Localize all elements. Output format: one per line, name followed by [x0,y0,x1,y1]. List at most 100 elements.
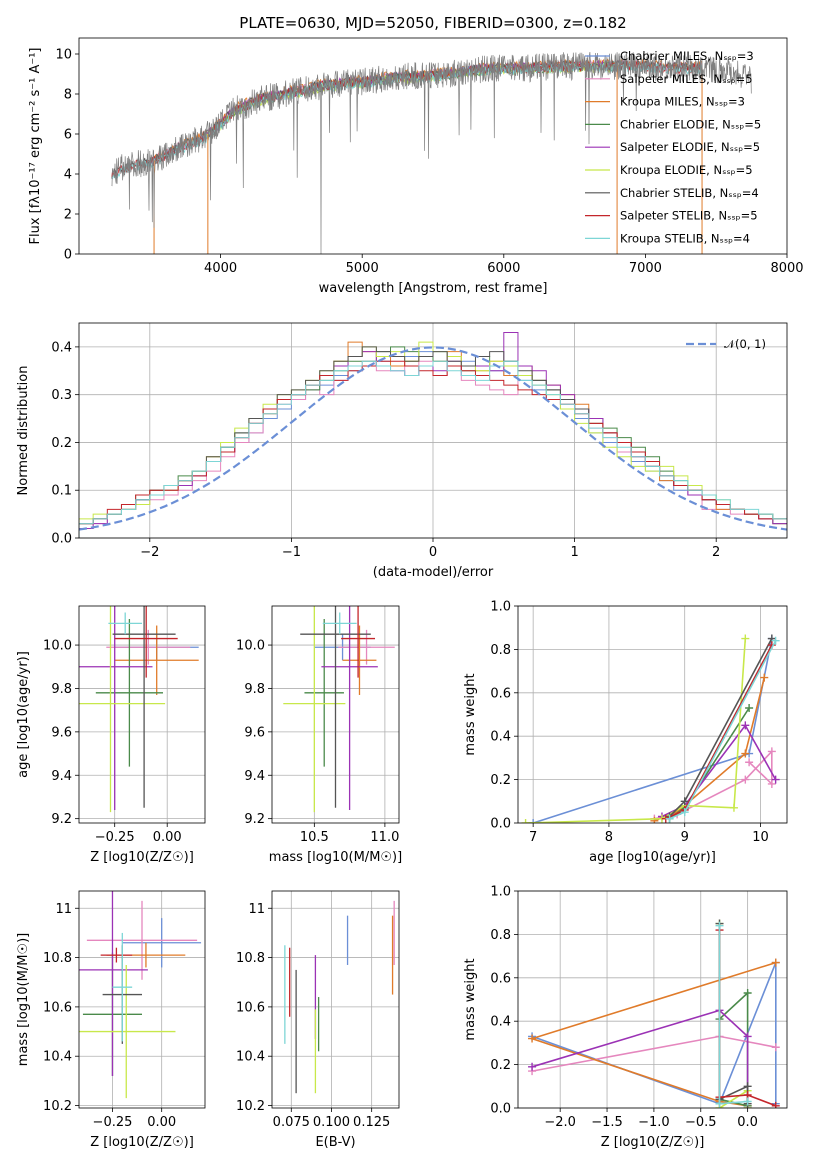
y-tick-label: 9.2 [51,812,72,827]
y-tick-label: 9.8 [51,682,72,697]
axes-frame [271,605,400,824]
plus-marker [771,1101,780,1108]
plus-marker [528,1034,537,1043]
y-tick-label: 9.4 [244,769,265,784]
x-tick-label: 8 [605,830,613,845]
plus-marker [745,758,754,767]
y-tick-label: 8 [64,88,72,103]
x-tick-label: 4000 [204,261,237,276]
x-axis-label: Z [log10(Z/Z☉)] [601,1135,705,1150]
panel-residuals: −2 −1 0 1 2 0.0 0.1 0.2 0.3 0.4 (data-model)/error… [16,322,788,580]
panel-weight_vs_age: 7 8 9 10 0.0 0.2 0.4 0.6 0.8 1.0 age [log10(age/yr… [463,600,788,865]
panel-weight_vs_Z: −2.0 −1.5 −1.0 −0.5 0.0 0.0 0.2 0.4 0.6 0.8 1.0 Z [… [463,885,788,1150]
y-tick-label: 11 [55,902,72,917]
panel-spectrum: 4000 5000 6000 7000 8000 0 2 4 6 8 10 wavelength [A… [28,14,804,296]
plus-marker [521,819,530,823]
axes-frame [78,322,788,539]
y-tick-label: 0.6 [490,686,511,701]
y-tick-label: 10 [55,48,72,63]
plot-area [79,606,199,813]
x-axis-label: Z [log10(Z/Z☉)] [90,1135,194,1150]
weight-line-4 [531,1009,749,1108]
y-tick-label: 0.8 [490,928,511,943]
x-tick-label: 2 [712,545,720,560]
panel-age_vs_Z: −0.25 0.00 9.2 9.4 9.6 9.8 10.0 Z [log10(Z/Z☉)]… [16,605,206,865]
y-tick-label: 0.0 [51,532,72,547]
plot-area [79,332,787,538]
y-tick-label: 9.6 [51,725,72,740]
plot-area [111,51,752,254]
x-tick-label: 6000 [487,261,520,276]
plus-marker [680,797,689,806]
weight-line-2 [529,961,777,1107]
y-tick-label: 10.2 [236,1099,265,1114]
y-tick-label: 0.2 [490,1058,511,1073]
x-axis-label: age [log10(age/yr)] [589,850,716,865]
x-tick-label: 11.0 [370,830,399,845]
panel-mass_vs_ebv: 0.075 0.100 0.125 10.2 10.4 10.6 10.8 11 E(B-V) [236,890,400,1150]
y-tick-label: 10.6 [43,1000,72,1015]
plus-marker [771,958,780,967]
plus-marker [741,749,750,758]
y-tick-label: 0.2 [490,773,511,788]
legend-entry: Kroupa ELODIE, Nₛₛₚ=5 [620,163,753,177]
weight-line-4 [661,723,777,818]
x-tick-label: 1 [570,545,578,560]
x-axis-label: mass [log10(M/M☉)] [269,850,402,865]
plot-area [521,634,780,823]
axes-frame [78,890,206,1109]
legend-entry: Chabrier ELODIE, Nₛₛₚ=5 [620,117,761,131]
plus-marker [665,814,674,823]
x-tick-label: −2.0 [544,1115,576,1130]
y-tick-label: 0.0 [490,817,511,832]
x-axis-label: Z [log10(Z/Z☉)] [90,850,194,865]
y-tick-label: 9.2 [244,812,265,827]
axes-frame [271,890,400,1109]
y-tick-label: 10.2 [43,1099,72,1114]
x-tick-label: 9 [681,830,689,845]
plus-marker [771,636,780,645]
plot-area [284,900,395,1094]
y-tick-label: 1.0 [490,600,511,615]
y-tick-label: 6 [64,128,72,143]
legend-entry: 𝒩(0, 1) [724,337,766,351]
legend-entry: Chabrier STELIB, Nₛₛₚ=4 [620,186,759,200]
plus-marker [680,808,689,817]
y-axis-label: mass weight [463,958,478,1040]
x-axis-label: wavelength [Angstrom, rest frame] [319,281,548,296]
x-tick-label: 5000 [346,261,379,276]
panel-mass_vs_Z: −0.25 0.00 10.2 10.4 10.6 10.8 11 Z [log10(Z/Z☉… [16,890,206,1150]
panel-age_vs_mass: 10.5 11.0 9.2 9.4 9.6 9.8 10.0 mass [log10(M/M☉… [236,605,402,865]
weight-line-1 [654,749,773,820]
plus-marker [771,775,780,784]
y-tick-label: 10.4 [43,1050,72,1065]
x-tick-label: −1.0 [638,1115,670,1130]
plus-marker [767,747,776,756]
x-axis-label: E(B-V) [315,1135,355,1150]
data-spectrum-line [111,51,752,254]
normal-curve [79,346,787,531]
x-tick-label: −0.25 [93,1115,133,1130]
x-tick-label: 7 [529,830,537,845]
x-tick-label: 7000 [629,261,662,276]
weight-line-2 [654,677,766,822]
x-tick-label: 0.075 [273,1115,310,1130]
x-tick-label: 10 [752,830,769,845]
y-tick-label: 0.4 [490,730,511,745]
plus-marker [741,634,750,643]
y-tick-label: 0.4 [490,1015,511,1030]
x-tick-label: 8000 [770,261,803,276]
x-tick-label: −0.5 [685,1115,717,1130]
y-tick-label: 4 [64,168,72,183]
y-tick-label: 10.8 [43,951,72,966]
x-tick-label: −0.25 [95,830,135,845]
y-tick-label: 9.8 [244,682,265,697]
legend-entry: Kroupa MILES, Nₛₛₚ=3 [620,95,745,109]
x-tick-label: 0.125 [353,1115,390,1130]
y-tick-label: 10.6 [236,1000,265,1015]
x-tick-label: −1 [282,545,301,560]
y-axis-label: Flux [fλ10⁻¹⁷ erg cm⁻² s⁻¹ A⁻¹] [28,48,43,245]
y-tick-label: 0 [64,248,72,263]
plot-area [528,919,780,1108]
